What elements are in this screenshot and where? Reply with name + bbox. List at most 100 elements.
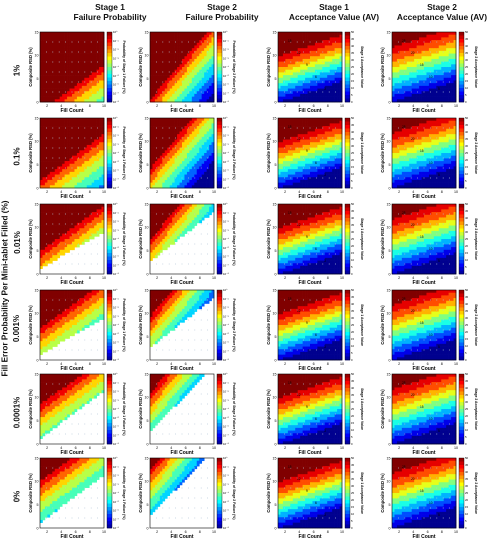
heat-cell (67, 142, 70, 146)
heat-cell (59, 69, 63, 73)
heat-cell (76, 56, 80, 60)
heat-cell (319, 80, 323, 84)
heat-cell (194, 153, 198, 157)
heat-cell (101, 99, 105, 103)
heat-cell (154, 48, 158, 52)
heat-cell (448, 48, 452, 52)
heat-cell (280, 77, 284, 81)
heat-cell (162, 136, 166, 140)
heat-cell (199, 139, 203, 143)
heat-cell (84, 179, 88, 183)
heat-cell (179, 123, 183, 127)
heat-cell (179, 185, 183, 189)
heat-cell (209, 161, 212, 165)
heat-cell (184, 139, 188, 143)
heat-cell (101, 169, 105, 173)
heat-cell (401, 40, 405, 44)
heat-cell (201, 163, 205, 167)
heat-cell (290, 185, 294, 189)
heat-cell (184, 123, 188, 127)
heat-cell (164, 131, 168, 135)
heat-cell (62, 45, 65, 49)
heat-cell (433, 77, 437, 81)
heat-cell (448, 56, 452, 60)
heat-cell (40, 177, 43, 181)
heat-cell (81, 45, 85, 49)
heat-cell (86, 61, 90, 65)
heat-cell (329, 53, 333, 57)
heat-cell (189, 53, 193, 57)
heat-cell (72, 118, 75, 122)
heat-cell (189, 169, 193, 173)
colorbar-label: Stage 2 Acceptance Value (474, 46, 478, 88)
heat-cell (84, 123, 88, 127)
grid-dot (207, 51, 209, 53)
heat-cell (416, 85, 420, 89)
heat-cell (177, 120, 180, 124)
heat-cell (438, 83, 442, 87)
colorbar-segment (107, 160, 112, 164)
heat-cell (72, 144, 75, 148)
heat-cell (206, 48, 210, 52)
heat-cell (59, 166, 63, 170)
heat-cell (392, 40, 395, 44)
heat-cell (399, 53, 403, 57)
heat-cell (305, 88, 308, 92)
heat-cell (451, 88, 454, 92)
heat-cell (101, 163, 105, 167)
heat-cell (64, 61, 68, 65)
heat-cell (159, 50, 163, 54)
y-tick-label: 10 (35, 140, 39, 144)
heat-cell (419, 42, 422, 46)
grid-dot (77, 167, 79, 169)
heat-cell (154, 91, 158, 95)
grid-dot (71, 51, 73, 53)
heat-cell (179, 158, 183, 162)
colorbar-segment (217, 84, 222, 89)
heat-cell (206, 147, 210, 151)
heat-cell (72, 50, 75, 54)
heat-cell (285, 155, 289, 159)
heat-cell (396, 75, 400, 79)
grid-dot (449, 51, 451, 53)
heat-cell (94, 48, 97, 52)
heat-cell (280, 144, 284, 148)
grid-dot (397, 81, 399, 83)
heat-cell (99, 69, 102, 73)
heat-cell (438, 64, 442, 68)
heat-cell (302, 128, 306, 132)
colorbar-tick-label: 10⁻⁷ (223, 177, 229, 181)
heat-cell (436, 91, 440, 95)
heat-cell (101, 69, 105, 73)
heat-cell (307, 75, 311, 79)
heat-cell (47, 128, 51, 132)
heat-cell (184, 45, 188, 49)
heat-cell (446, 88, 449, 92)
heat-cell (150, 161, 153, 165)
heat-cell (150, 136, 153, 140)
heat-cell (206, 75, 210, 79)
heat-cell (54, 37, 58, 41)
heat-cell (426, 64, 430, 68)
heat-cell (174, 45, 178, 49)
heat-cell (169, 174, 173, 178)
heat-cell (312, 91, 316, 95)
grid-dot (335, 91, 337, 93)
grid-dot (303, 51, 305, 53)
colorbar-segment (107, 174, 112, 178)
heat-cell (290, 56, 294, 60)
heat-cell (409, 32, 413, 36)
heat-cell (91, 158, 95, 162)
heat-cell (59, 126, 63, 130)
heat-cell (201, 179, 205, 183)
heat-cell (285, 171, 289, 175)
heat-cell (179, 126, 183, 130)
heat-cell (295, 169, 299, 173)
heat-cell (44, 179, 48, 183)
y-tick-label: 15 (145, 30, 149, 34)
heat-cell (167, 166, 171, 170)
heat-cell (317, 58, 321, 62)
heat-cell (337, 77, 340, 81)
heat-cell (74, 139, 78, 143)
heat-cell (287, 34, 291, 38)
